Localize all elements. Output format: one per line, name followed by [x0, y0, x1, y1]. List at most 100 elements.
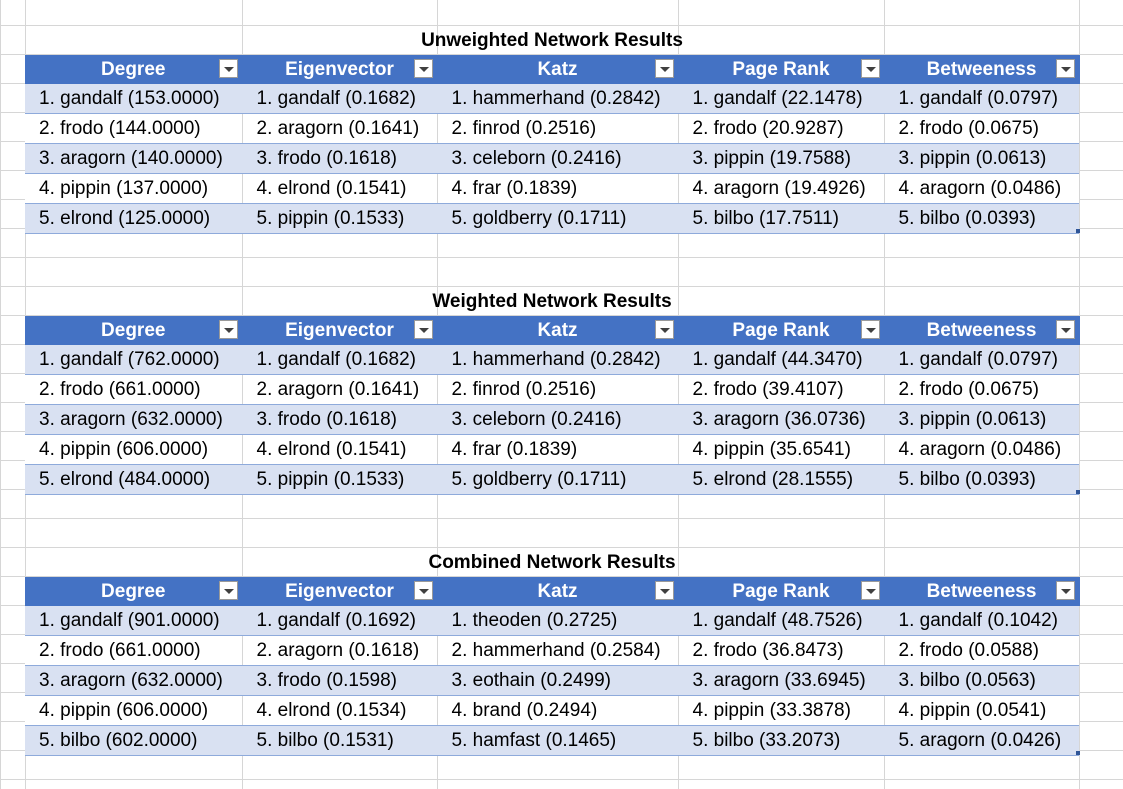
- filter-dropdown-icon[interactable]: [860, 320, 880, 339]
- table-cell[interactable]: 3. celeborn (0.2416): [436, 404, 678, 435]
- table-cell[interactable]: 2. frodo (0.0588): [883, 635, 1079, 666]
- table-cell[interactable]: 1. gandalf (0.1042): [883, 606, 1079, 636]
- table-cell[interactable]: 1. gandalf (0.1682): [241, 345, 437, 375]
- table-cell[interactable]: 1. gandalf (0.0797): [883, 345, 1079, 375]
- table-cell[interactable]: 3. aragorn (632.0000): [25, 404, 242, 435]
- table-title[interactable]: Weighted Network Results: [432, 291, 672, 312]
- table-cell[interactable]: 5. bilbo (33.2073): [677, 725, 884, 756]
- table-cell[interactable]: 4. pippin (35.6541): [677, 434, 884, 465]
- table-resize-handle[interactable]: [1076, 751, 1080, 755]
- filter-dropdown-icon[interactable]: [860, 59, 880, 78]
- table-cell[interactable]: 4. aragorn (19.4926): [677, 173, 884, 204]
- table-cell[interactable]: 5. bilbo (602.0000): [25, 725, 242, 756]
- table-cell[interactable]: 5. bilbo (0.0393): [883, 464, 1079, 495]
- table-cell[interactable]: 2. finrod (0.2516): [436, 113, 678, 144]
- table-cell[interactable]: 3. pippin (0.0613): [883, 404, 1079, 435]
- table-cell[interactable]: 3. aragorn (632.0000): [25, 665, 242, 696]
- table-cell[interactable]: 5. goldberry (0.1711): [436, 464, 678, 495]
- table-cell[interactable]: 3. pippin (0.0613): [883, 143, 1079, 174]
- table-cell[interactable]: 2. frodo (20.9287): [677, 113, 884, 144]
- header-cell-degree[interactable]: Degree: [25, 577, 243, 606]
- table-cell[interactable]: 2. frodo (0.0675): [883, 374, 1079, 405]
- table-cell[interactable]: 5. elrond (28.1555): [677, 464, 884, 495]
- table-cell[interactable]: 3. frodo (0.1618): [241, 404, 437, 435]
- table-cell[interactable]: 1. gandalf (22.1478): [677, 84, 884, 114]
- filter-dropdown-icon[interactable]: [860, 581, 880, 600]
- filter-dropdown-icon[interactable]: [1055, 320, 1075, 339]
- table-cell[interactable]: 3. celeborn (0.2416): [436, 143, 678, 174]
- table-cell[interactable]: 1. gandalf (153.0000): [25, 84, 242, 114]
- table-cell[interactable]: 5. bilbo (0.0393): [883, 203, 1079, 234]
- table-cell[interactable]: 1. gandalf (0.1682): [241, 84, 437, 114]
- table-cell[interactable]: 5. bilbo (17.7511): [677, 203, 884, 234]
- table-cell[interactable]: 2. aragorn (0.1641): [241, 113, 437, 144]
- table-cell[interactable]: 2. frodo (36.8473): [677, 635, 884, 666]
- filter-dropdown-icon[interactable]: [654, 581, 674, 600]
- header-cell-katz[interactable]: Katz: [437, 577, 679, 606]
- header-cell-betweeness[interactable]: Betweeness: [884, 577, 1080, 606]
- table-cell[interactable]: 3. aragorn (36.0736): [677, 404, 884, 435]
- table-cell[interactable]: 2. frodo (0.0675): [883, 113, 1079, 144]
- table-cell[interactable]: 1. gandalf (48.7526): [677, 606, 884, 636]
- table-cell[interactable]: 4. elrond (0.1534): [241, 695, 437, 726]
- table-cell[interactable]: 3. frodo (0.1618): [241, 143, 437, 174]
- table-cell[interactable]: 4. elrond (0.1541): [241, 434, 437, 465]
- table-cell[interactable]: 4. brand (0.2494): [436, 695, 678, 726]
- table-cell[interactable]: 1. gandalf (44.3470): [677, 345, 884, 375]
- header-cell-eigenvector[interactable]: Eigenvector: [242, 577, 438, 606]
- table-cell[interactable]: 4. pippin (0.0541): [883, 695, 1079, 726]
- filter-dropdown-icon[interactable]: [218, 581, 238, 600]
- header-cell-pagerank[interactable]: Page Rank: [678, 316, 885, 345]
- table-cell[interactable]: 4. pippin (606.0000): [25, 434, 242, 465]
- table-resize-handle[interactable]: [1076, 490, 1080, 494]
- filter-dropdown-icon[interactable]: [1055, 59, 1075, 78]
- table-title[interactable]: Unweighted Network Results: [421, 30, 683, 51]
- table-cell[interactable]: 2. aragorn (0.1641): [241, 374, 437, 405]
- filter-dropdown-icon[interactable]: [413, 320, 433, 339]
- table-cell[interactable]: 5. pippin (0.1533): [241, 464, 437, 495]
- table-cell[interactable]: 1. gandalf (0.0797): [883, 84, 1079, 114]
- header-cell-pagerank[interactable]: Page Rank: [678, 55, 885, 84]
- table-cell[interactable]: 4. aragorn (0.0486): [883, 434, 1079, 465]
- table-cell[interactable]: 4. frar (0.1839): [436, 434, 678, 465]
- table-cell[interactable]: 2. frodo (144.0000): [25, 113, 242, 144]
- table-cell[interactable]: 1. hammerhand (0.2842): [436, 84, 678, 114]
- table-cell[interactable]: 4. pippin (137.0000): [25, 173, 242, 204]
- header-cell-betweeness[interactable]: Betweeness: [884, 55, 1080, 84]
- table-cell[interactable]: 5. pippin (0.1533): [241, 203, 437, 234]
- table-cell[interactable]: 2. frodo (661.0000): [25, 635, 242, 666]
- filter-dropdown-icon[interactable]: [413, 581, 433, 600]
- table-cell[interactable]: 5. elrond (484.0000): [25, 464, 242, 495]
- filter-dropdown-icon[interactable]: [218, 59, 238, 78]
- table-cell[interactable]: 5. bilbo (0.1531): [241, 725, 437, 756]
- filter-dropdown-icon[interactable]: [218, 320, 238, 339]
- table-cell[interactable]: 1. gandalf (901.0000): [25, 606, 242, 636]
- table-cell[interactable]: 3. pippin (19.7588): [677, 143, 884, 174]
- header-cell-katz[interactable]: Katz: [437, 316, 679, 345]
- table-cell[interactable]: 3. aragorn (140.0000): [25, 143, 242, 174]
- table-cell[interactable]: 5. goldberry (0.1711): [436, 203, 678, 234]
- table-cell[interactable]: 4. aragorn (0.0486): [883, 173, 1079, 204]
- table-cell[interactable]: 2. frodo (661.0000): [25, 374, 242, 405]
- header-cell-degree[interactable]: Degree: [25, 55, 243, 84]
- table-cell[interactable]: 2. frodo (39.4107): [677, 374, 884, 405]
- table-cell[interactable]: 5. elrond (125.0000): [25, 203, 242, 234]
- table-cell[interactable]: 4. frar (0.1839): [436, 173, 678, 204]
- header-cell-eigenvector[interactable]: Eigenvector: [242, 316, 438, 345]
- table-cell[interactable]: 1. theoden (0.2725): [436, 606, 678, 636]
- table-cell[interactable]: 1. hammerhand (0.2842): [436, 345, 678, 375]
- filter-dropdown-icon[interactable]: [654, 59, 674, 78]
- table-title[interactable]: Combined Network Results: [428, 552, 676, 573]
- table-cell[interactable]: 3. aragorn (33.6945): [677, 665, 884, 696]
- table-cell[interactable]: 3. frodo (0.1598): [241, 665, 437, 696]
- header-cell-eigenvector[interactable]: Eigenvector: [242, 55, 438, 84]
- table-cell[interactable]: 1. gandalf (762.0000): [25, 345, 242, 375]
- table-cell[interactable]: 2. aragorn (0.1618): [241, 635, 437, 666]
- filter-dropdown-icon[interactable]: [1055, 581, 1075, 600]
- table-cell[interactable]: 2. hammerhand (0.2584): [436, 635, 678, 666]
- table-cell[interactable]: 4. elrond (0.1541): [241, 173, 437, 204]
- header-cell-degree[interactable]: Degree: [25, 316, 243, 345]
- header-cell-betweeness[interactable]: Betweeness: [884, 316, 1080, 345]
- table-cell[interactable]: 3. bilbo (0.0563): [883, 665, 1079, 696]
- filter-dropdown-icon[interactable]: [413, 59, 433, 78]
